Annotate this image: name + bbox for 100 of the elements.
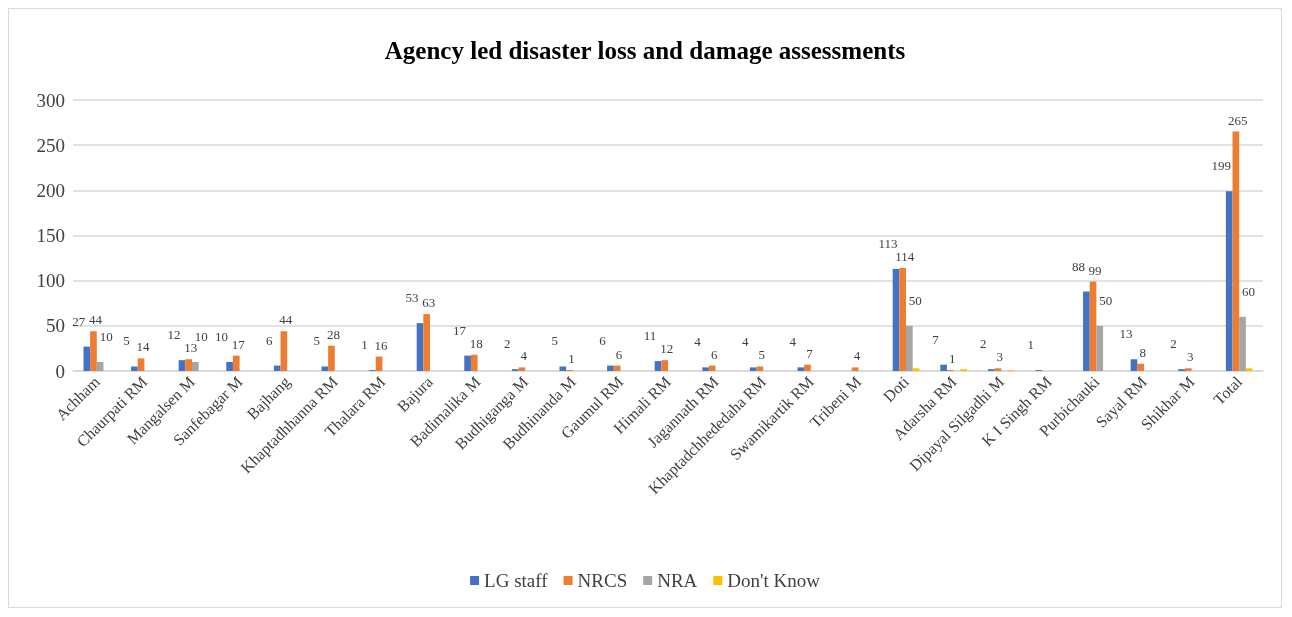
bar xyxy=(273,365,281,371)
bar xyxy=(328,345,335,371)
data-label: 44 xyxy=(88,312,103,328)
data-label: 99 xyxy=(1088,262,1102,278)
legend-label: LG staff xyxy=(484,570,549,591)
data-label: 4 xyxy=(741,334,749,350)
bar xyxy=(756,366,764,371)
bar xyxy=(654,361,662,371)
data-label: 1 xyxy=(568,351,575,367)
y-tick-label: 200 xyxy=(36,179,65,201)
data-label: 10 xyxy=(215,328,229,344)
data-label: 1 xyxy=(1027,337,1035,353)
bar xyxy=(1089,281,1097,371)
data-label: 4 xyxy=(520,348,528,364)
bar xyxy=(518,367,526,371)
data-label: 12 xyxy=(660,341,674,357)
bar xyxy=(1096,325,1104,371)
data-label: 5 xyxy=(551,333,559,349)
data-label: 4 xyxy=(789,334,797,350)
y-tick-label: 100 xyxy=(36,270,65,292)
bar xyxy=(892,268,900,371)
bar xyxy=(185,359,192,371)
bar xyxy=(940,364,947,371)
legend-label: NRA xyxy=(657,570,698,591)
data-label: 6 xyxy=(711,346,719,362)
y-tick-label: 50 xyxy=(46,315,65,337)
chart-title: Agency led disaster loss and damage assessments xyxy=(384,37,906,64)
bar xyxy=(1239,316,1246,371)
bar xyxy=(912,368,920,371)
bar xyxy=(192,361,199,371)
data-label: 18 xyxy=(469,335,483,351)
bar xyxy=(1232,131,1240,371)
bar xyxy=(702,367,709,371)
data-label: 63 xyxy=(422,295,436,311)
bar xyxy=(137,358,145,371)
bar xyxy=(906,325,913,371)
data-label: 6 xyxy=(599,332,607,348)
data-label: 10 xyxy=(99,328,113,344)
y-tick-label: 150 xyxy=(36,225,65,246)
bar xyxy=(280,331,288,371)
bar xyxy=(416,323,424,371)
data-label: 2 xyxy=(979,336,987,352)
data-label: 12 xyxy=(167,327,181,343)
data-label: 1 xyxy=(949,351,956,367)
data-label: 16 xyxy=(374,337,389,353)
bar xyxy=(851,367,859,371)
legend-label: NRCS xyxy=(577,570,628,591)
bar xyxy=(232,355,240,371)
data-label: 60 xyxy=(1242,283,1256,299)
data-label: 7 xyxy=(806,345,814,361)
bar xyxy=(804,364,811,371)
data-label: 44 xyxy=(279,312,293,328)
data-label: 14 xyxy=(136,339,151,355)
data-label: 5 xyxy=(313,333,321,349)
y-tick-label: 250 xyxy=(36,134,65,156)
data-label: 17 xyxy=(453,322,467,338)
data-label: 50 xyxy=(1099,292,1113,308)
data-label: 2 xyxy=(1170,336,1177,352)
bar xyxy=(1083,291,1090,371)
data-label: 50 xyxy=(908,292,922,308)
bar xyxy=(90,331,97,371)
bar xyxy=(994,368,1002,371)
data-label: 1 xyxy=(361,337,368,353)
bar xyxy=(708,365,716,371)
bar xyxy=(1130,359,1138,371)
bar xyxy=(226,361,233,371)
data-label: 13 xyxy=(1119,326,1133,342)
data-label: 8 xyxy=(1139,344,1146,360)
data-label: 88 xyxy=(1071,258,1085,274)
bar xyxy=(321,366,329,371)
bar xyxy=(178,360,186,371)
bar xyxy=(131,366,138,371)
data-label: 27 xyxy=(72,313,86,329)
bar xyxy=(1245,368,1253,371)
legend-label: Don't Know xyxy=(727,570,821,591)
bar xyxy=(559,366,567,371)
data-label: 5 xyxy=(758,347,766,363)
bar xyxy=(899,268,906,371)
data-label: 113 xyxy=(878,235,898,251)
data-label: 5 xyxy=(123,333,130,349)
data-label: 114 xyxy=(895,249,915,265)
data-label: 6 xyxy=(615,346,623,362)
data-label: 17 xyxy=(231,336,246,352)
bar xyxy=(464,355,471,371)
bar xyxy=(661,360,668,371)
bar xyxy=(797,367,805,371)
bar xyxy=(470,354,478,371)
bar xyxy=(1225,191,1233,371)
data-label: 53 xyxy=(405,290,419,306)
data-label: 199 xyxy=(1211,158,1231,174)
data-label: 7 xyxy=(932,331,940,347)
data-label: 4 xyxy=(694,334,702,350)
data-label: 11 xyxy=(643,328,657,344)
data-label: 28 xyxy=(326,326,340,342)
bar xyxy=(1184,368,1192,371)
data-label: 3 xyxy=(996,349,1004,365)
bar xyxy=(607,365,614,371)
data-label: 265 xyxy=(1228,112,1248,128)
y-tick-label: 300 xyxy=(36,89,65,111)
data-label: 3 xyxy=(1187,349,1194,365)
